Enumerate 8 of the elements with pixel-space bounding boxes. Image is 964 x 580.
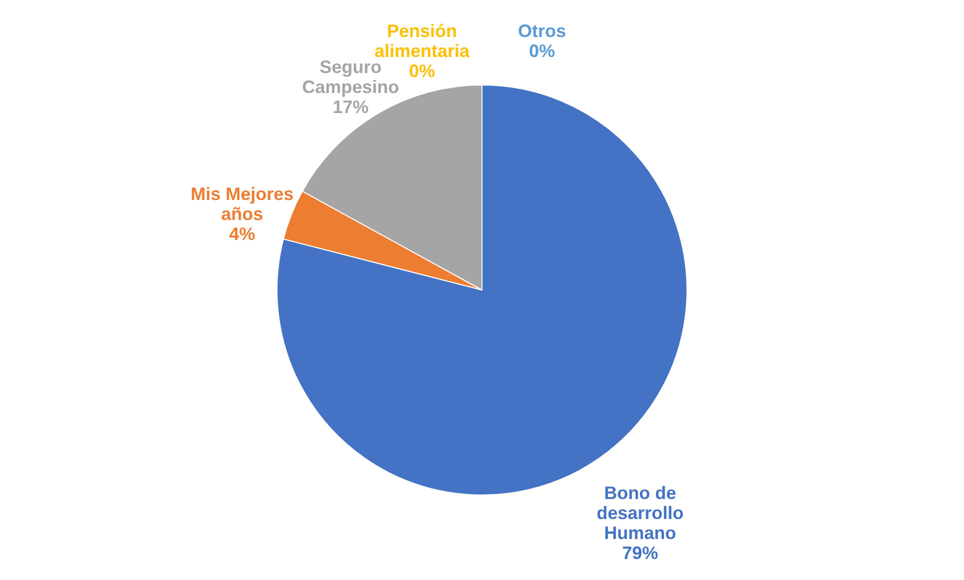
text: 0% bbox=[408, 61, 436, 81]
text: 0% bbox=[528, 41, 556, 61]
slice-label: Bono de desarrollo Humano bbox=[596, 482, 684, 543]
slice-label: Mis Mejores años bbox=[190, 184, 294, 224]
data-label: 4% bbox=[229, 224, 256, 244]
category-label: Otros bbox=[518, 21, 566, 41]
data-label: 17% bbox=[332, 96, 369, 117]
data-label: 79% bbox=[622, 542, 658, 563]
